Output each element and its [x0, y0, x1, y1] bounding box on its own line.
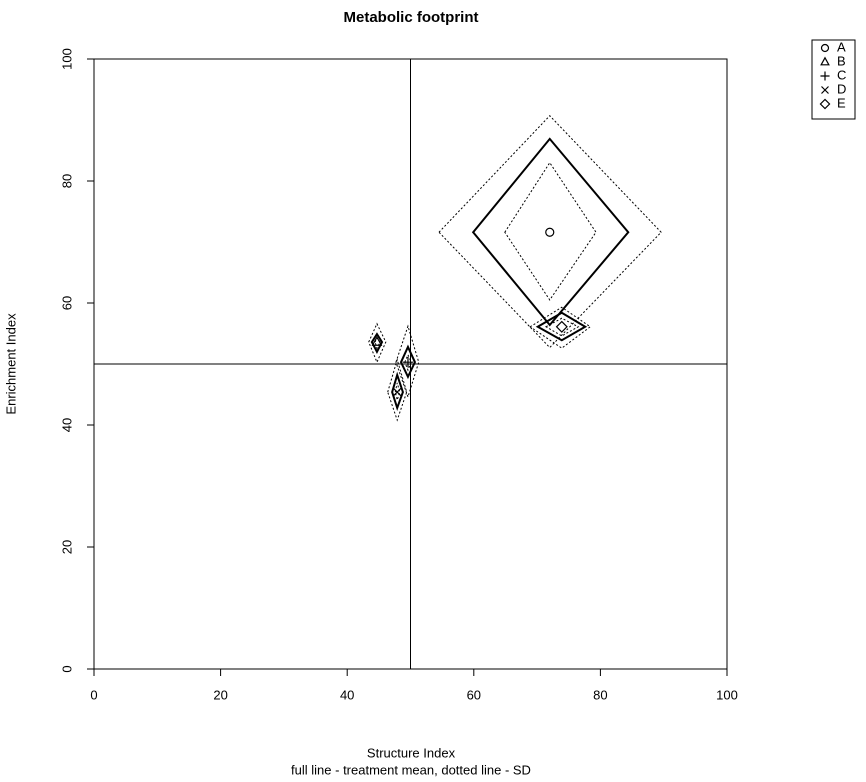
x-tick-label: 20	[213, 687, 227, 702]
x-tick-label: 0	[90, 687, 97, 702]
y-tick-label: 20	[59, 540, 74, 554]
x-tick-label: 100	[716, 687, 738, 702]
footprint-sd	[438, 115, 662, 349]
point	[545, 227, 555, 237]
y-tick-label: 40	[59, 418, 74, 432]
point	[371, 335, 383, 346]
footprint-mean	[535, 311, 588, 342]
x-axis-subtitle: full line - treatment mean, dotted line …	[291, 762, 531, 777]
footprint-mean	[471, 137, 630, 327]
footprint-sd	[529, 306, 592, 349]
footprint-sd	[544, 317, 580, 337]
point	[392, 387, 402, 397]
footprint-sd	[504, 161, 597, 301]
x-tick-label: 80	[593, 687, 607, 702]
legend-label: C	[837, 67, 846, 82]
y-tick-label: 60	[59, 296, 74, 310]
legend-marker	[821, 86, 829, 94]
x-axis-label: Structure Index	[367, 745, 456, 760]
legend-marker	[820, 56, 830, 66]
legend-label: A	[837, 39, 846, 54]
footprint-mean	[370, 332, 384, 354]
footprint-sd	[395, 324, 420, 399]
y-tick-label: 100	[59, 48, 74, 70]
legend-marker	[820, 43, 830, 53]
legend-marker	[820, 71, 830, 81]
point	[555, 320, 568, 333]
x-tick-label: 40	[340, 687, 354, 702]
legend-label: B	[837, 53, 846, 68]
x-tick-label: 60	[467, 687, 481, 702]
chart-title: Metabolic footprint	[344, 9, 479, 26]
legend-box	[811, 39, 856, 120]
y-axis-label: Enrichment Index	[3, 313, 18, 415]
footprint-sd	[394, 382, 401, 402]
legend-label: E	[837, 95, 846, 110]
y-tick-label: 80	[59, 174, 74, 188]
point	[402, 356, 414, 368]
y-tick-label: 0	[59, 665, 74, 672]
footprint-sd	[404, 353, 412, 372]
footprint-sd	[368, 322, 387, 364]
footprint-mean	[391, 371, 404, 412]
legend-marker	[819, 98, 831, 110]
legend-label: D	[837, 81, 846, 96]
footprint-mean	[399, 344, 417, 380]
